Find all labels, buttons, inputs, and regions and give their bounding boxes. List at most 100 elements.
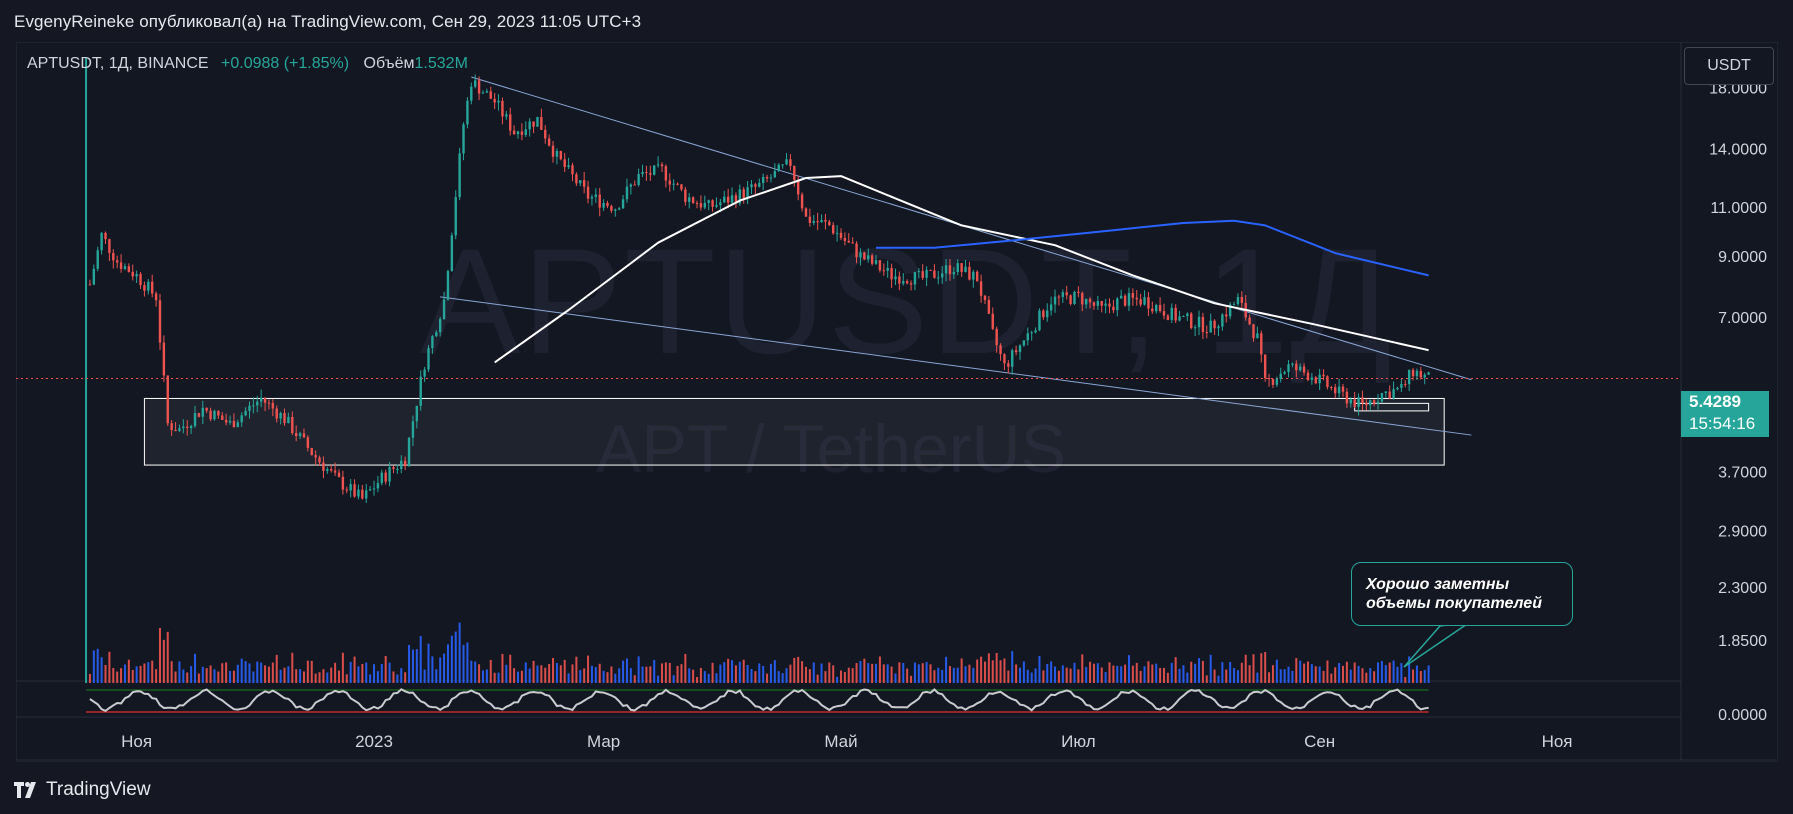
candle-body xyxy=(326,469,329,471)
candle-body xyxy=(100,232,103,251)
volume-bar xyxy=(1069,668,1072,683)
volume-bar xyxy=(552,657,555,683)
candle-body xyxy=(723,196,726,203)
candle-body xyxy=(431,336,434,349)
callout-box[interactable]: Хорошо заметны объемы покупателей xyxy=(1351,562,1573,626)
candle-body xyxy=(1372,400,1376,404)
volume-bar xyxy=(1365,672,1368,683)
candle-body xyxy=(1190,313,1193,329)
volume-bar xyxy=(952,667,955,683)
candle-body xyxy=(1263,354,1267,379)
y-tick-label: 7.0000 xyxy=(1718,310,1767,327)
volume-bar xyxy=(839,670,842,683)
candle-body xyxy=(178,428,181,432)
currency-button[interactable]: USDT xyxy=(1684,47,1774,85)
lower-trend-line xyxy=(440,296,1472,436)
candle-body xyxy=(1427,372,1430,375)
candle-body xyxy=(182,426,185,429)
candle-body xyxy=(388,467,391,482)
volume-bar xyxy=(999,660,1002,683)
volume-bar xyxy=(859,660,862,683)
chart-pane[interactable] xyxy=(16,42,1778,762)
volume-bar xyxy=(326,672,329,683)
candle-body xyxy=(1092,302,1096,306)
volume-bar xyxy=(178,661,181,683)
candle-body xyxy=(707,200,710,204)
candle-body xyxy=(1007,363,1010,367)
candle-body xyxy=(1116,298,1119,311)
candle-body xyxy=(442,299,446,320)
candle-body xyxy=(789,159,792,166)
candle-body xyxy=(1061,292,1065,297)
volume-bar xyxy=(598,663,601,683)
volume-bar xyxy=(1073,662,1076,683)
volume-bar xyxy=(470,660,473,683)
candle-body xyxy=(540,116,543,130)
candle-body xyxy=(703,203,706,208)
candle-body xyxy=(1322,374,1325,377)
candle-body xyxy=(446,270,450,300)
candle-body xyxy=(1306,372,1310,380)
candle-body xyxy=(232,420,236,428)
candle-body xyxy=(761,176,765,184)
candle-body xyxy=(1030,332,1033,334)
candle-body xyxy=(376,483,380,489)
candle-body xyxy=(291,416,294,434)
volume-bar xyxy=(594,667,597,683)
volume-bar xyxy=(684,653,687,683)
candle-body xyxy=(645,172,648,174)
volume-bar xyxy=(1046,663,1049,683)
candle-body xyxy=(660,164,664,167)
volume-bar xyxy=(1334,667,1337,683)
candle-body xyxy=(1302,366,1306,373)
y-tick-label: 2.3000 xyxy=(1718,580,1767,597)
candle-body xyxy=(353,484,356,497)
candle-body xyxy=(263,397,267,403)
candle-body xyxy=(948,265,952,275)
tradingview-logo[interactable]: TradingView xyxy=(14,779,151,801)
volume-bar xyxy=(1299,660,1302,683)
candle-body xyxy=(1104,303,1107,306)
candle-body xyxy=(1318,374,1321,384)
candle-body xyxy=(509,114,512,131)
candle-body xyxy=(633,184,636,186)
volume-bar xyxy=(828,662,831,683)
candle-body xyxy=(1147,297,1150,309)
volume-bar xyxy=(910,675,913,683)
volume-bar xyxy=(1155,663,1158,683)
volume-bar xyxy=(610,666,613,683)
candle-body xyxy=(1081,292,1084,305)
candle-body xyxy=(1014,350,1018,353)
candle-body xyxy=(1213,320,1216,329)
candle-body xyxy=(147,281,150,291)
symbol-info[interactable]: APTUSDT, 1Д, BINANCE +0.0988 (+1.85%) Об… xyxy=(27,55,468,73)
volume-bar xyxy=(369,674,372,683)
volume-bar xyxy=(614,673,617,683)
candle-body xyxy=(855,243,858,258)
volume-bar xyxy=(1205,675,1208,683)
candle-body xyxy=(287,416,290,424)
volume-bar xyxy=(415,649,418,683)
volume-bar xyxy=(1345,661,1348,683)
candle-body xyxy=(1256,333,1259,339)
candle-body xyxy=(715,205,718,207)
candle-body xyxy=(1057,296,1061,298)
bar-countdown: 15:54:16 xyxy=(1689,414,1756,433)
volume-bar xyxy=(404,672,407,683)
callout-line-1: Хорошо заметны xyxy=(1366,576,1510,593)
volume-bar xyxy=(384,656,387,683)
candle-body xyxy=(835,232,839,234)
volume-bar xyxy=(715,673,718,683)
volume-bar xyxy=(365,662,368,683)
volume-bar xyxy=(120,668,123,683)
volume-bar xyxy=(816,674,819,683)
volume-bar xyxy=(520,670,523,683)
candle-body xyxy=(1139,299,1142,305)
volume-bar xyxy=(976,659,979,683)
volume-bar xyxy=(1415,665,1418,683)
volume-bar xyxy=(696,677,699,683)
candle-body xyxy=(1038,310,1041,331)
candle-body xyxy=(189,425,193,428)
symbol-name[interactable]: APTUSDT, 1Д, BINANCE xyxy=(27,55,209,72)
